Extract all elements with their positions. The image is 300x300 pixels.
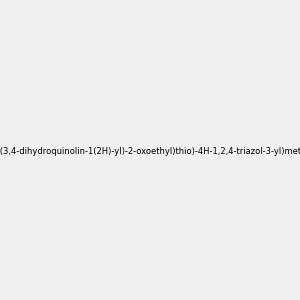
Text: N-((4-(3-chlorophenyl)-5-((2-(3,4-dihydroquinolin-1(2H)-yl)-2-oxoethyl)thio)-4H-: N-((4-(3-chlorophenyl)-5-((2-(3,4-dihydr…: [0, 147, 300, 156]
